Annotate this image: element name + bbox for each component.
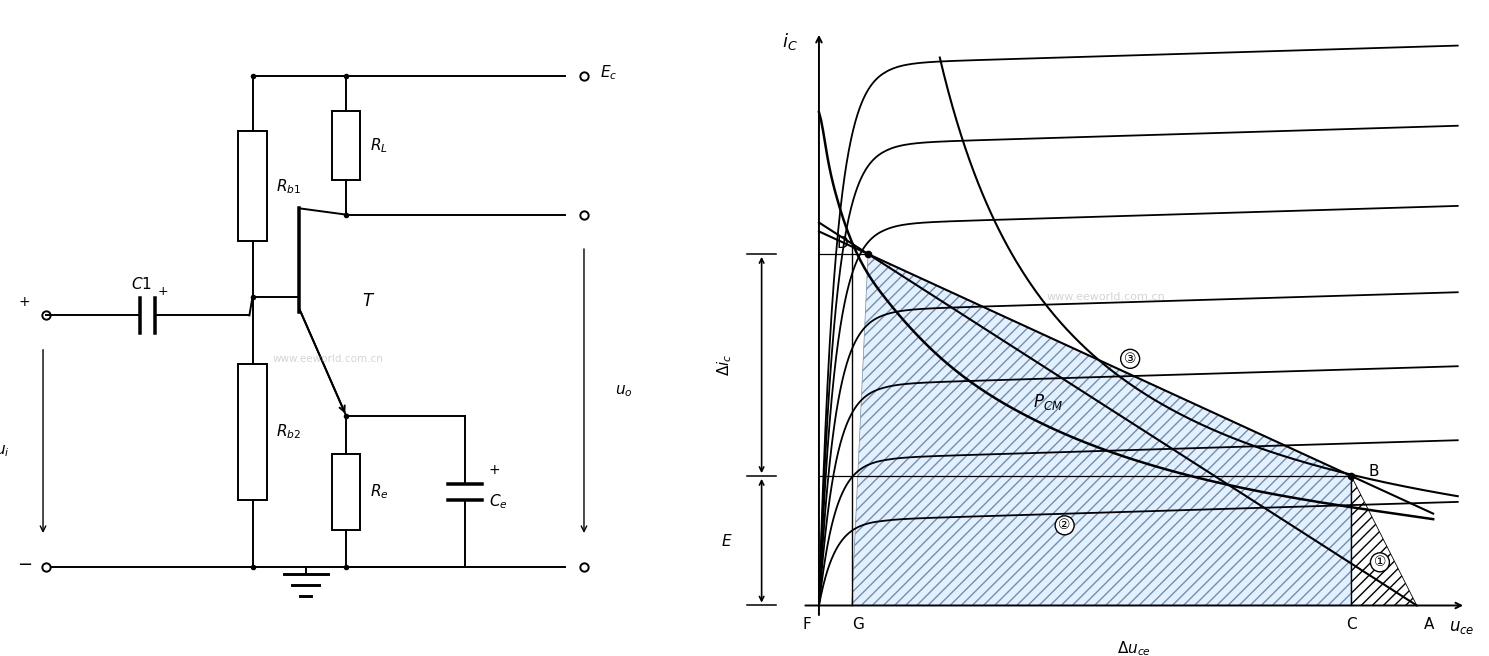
- Text: G: G: [852, 617, 864, 632]
- Text: −: −: [16, 556, 31, 575]
- Text: A: A: [1423, 617, 1434, 632]
- Text: $\Delta i_c$: $\Delta i_c$: [715, 354, 734, 376]
- Text: www.eeworld.com.cn: www.eeworld.com.cn: [272, 354, 383, 365]
- Text: $P_{CM}$: $P_{CM}$: [1033, 392, 1063, 412]
- Text: $R_{b2}$: $R_{b2}$: [277, 422, 301, 441]
- Text: $R_e$: $R_e$: [371, 482, 389, 501]
- Text: B: B: [1368, 464, 1379, 479]
- Text: $T$: $T$: [362, 292, 375, 310]
- Polygon shape: [852, 254, 1352, 605]
- Bar: [332, 454, 360, 529]
- Bar: [332, 111, 360, 180]
- Text: F: F: [803, 617, 812, 632]
- Text: D: D: [835, 236, 847, 251]
- Text: $C1$: $C1$: [131, 276, 152, 292]
- Text: $E$: $E$: [722, 533, 733, 548]
- Bar: [238, 131, 267, 241]
- Text: www.eeworld.com.cn: www.eeworld.com.cn: [1047, 292, 1164, 302]
- Text: $u_i$: $u_i$: [0, 443, 9, 459]
- Text: $C_e$: $C_e$: [488, 492, 508, 510]
- Text: C: C: [1346, 617, 1356, 632]
- Text: +: +: [158, 285, 168, 298]
- Text: $R_{b1}$: $R_{b1}$: [277, 177, 301, 195]
- Text: $R_L$: $R_L$: [371, 136, 389, 155]
- Text: $i_C$: $i_C$: [782, 31, 798, 52]
- Text: ②: ②: [1059, 518, 1071, 532]
- Text: +: +: [18, 295, 30, 309]
- Text: $E_c$: $E_c$: [600, 64, 616, 82]
- Text: $\Delta u_{ce}$: $\Delta u_{ce}$: [1117, 640, 1151, 656]
- Text: +: +: [488, 462, 500, 477]
- Bar: [238, 364, 267, 500]
- Text: ③: ③: [1124, 352, 1136, 366]
- Text: $u_o$: $u_o$: [615, 383, 633, 399]
- Text: $u_{ce}$: $u_{ce}$: [1449, 618, 1474, 636]
- Text: ①: ①: [1374, 556, 1386, 569]
